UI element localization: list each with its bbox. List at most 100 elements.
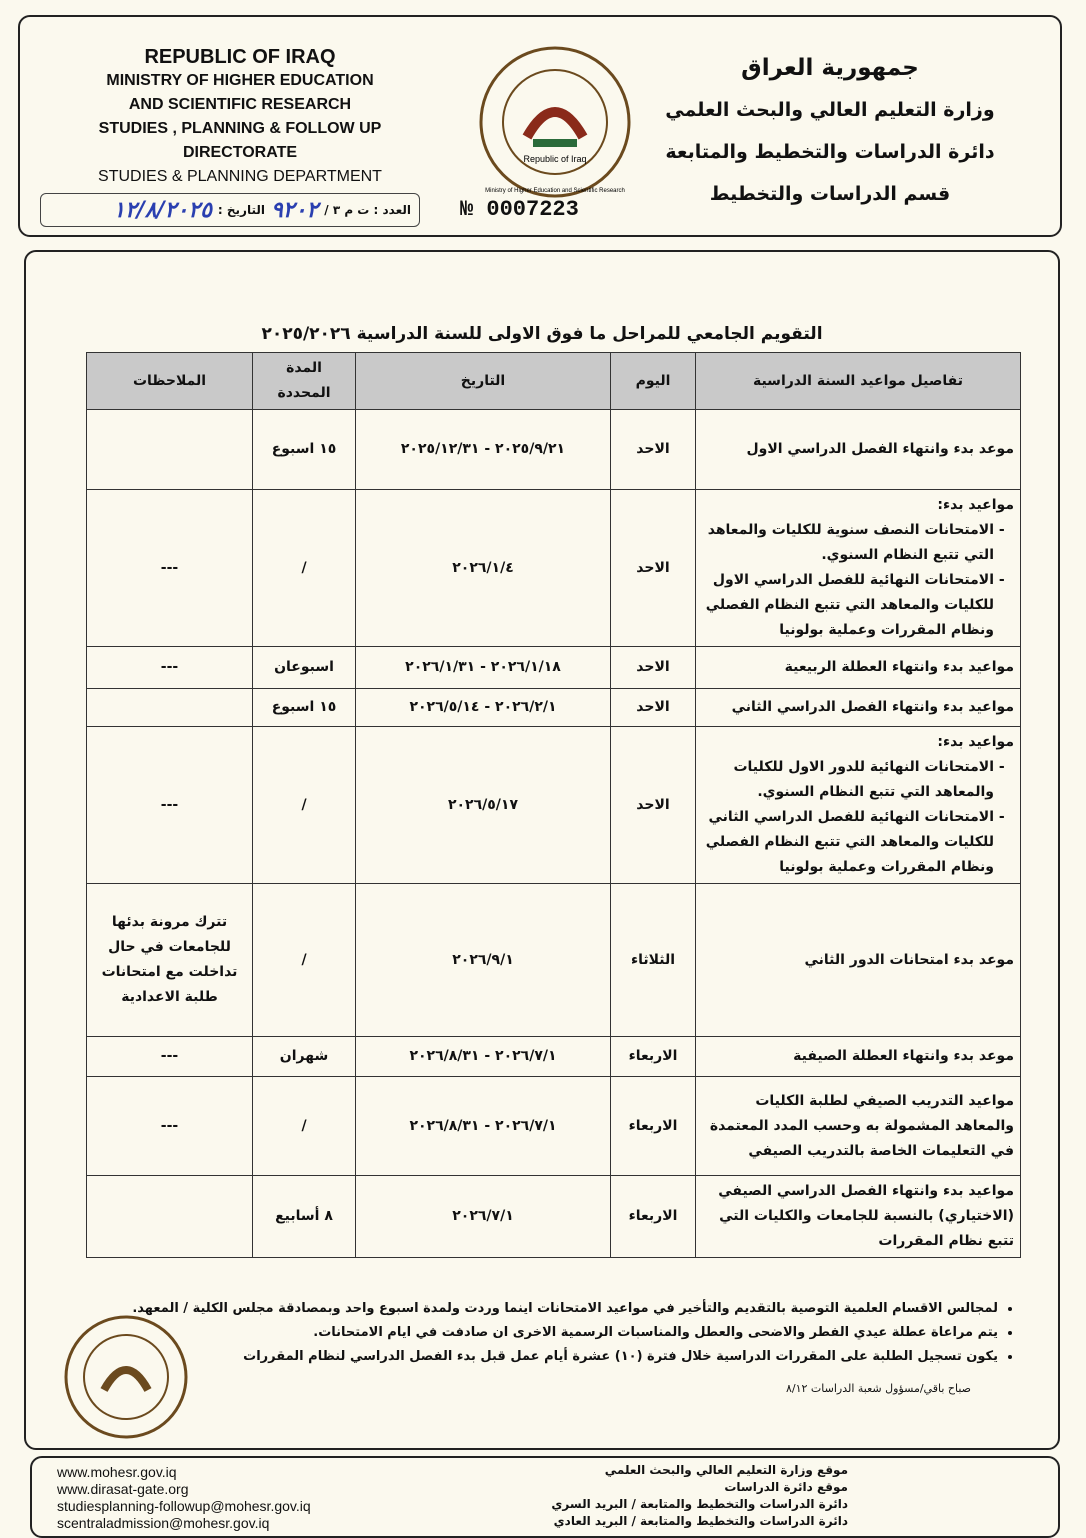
details-list: الامتحانات النهائية للدور الاول للكليات … xyxy=(702,755,1014,880)
content: التقويم الجامعي للمراحل ما فوق الاولى لل… xyxy=(24,250,1060,1450)
column-header: تفاصيل مواعيد السنة الدراسية xyxy=(695,352,1021,410)
date-cell: ٢٠٢٦/٢/١ - ٢٠٢٦/٥/١٤ xyxy=(355,688,611,727)
table-title: التقويم الجامعي للمراحل ما فوق الاولى لل… xyxy=(261,324,823,344)
table-row: مواعيد بدء وانتهاء الفصل الدراسي الثاني ا… xyxy=(86,688,1021,727)
date-cell: ٢٠٢٦/١/١٨ - ٢٠٢٦/١/٣١ xyxy=(355,646,611,689)
details-cell: موعد بدء وانتهاء العطلة الصيفية xyxy=(695,1036,1021,1077)
arabic-heading: جمهورية العراق وزارة التعليم العالي والب… xyxy=(620,47,1040,215)
day-cell: الاربعاء xyxy=(610,1076,696,1176)
date-cell: ٢٠٢٦/١/٤ xyxy=(355,489,611,647)
date: ١٢/٨/٢٠٢٥ xyxy=(113,197,212,223)
details-cell: مواعيد التدريب الصيفي لطلبة الكليات والم… xyxy=(695,1076,1021,1176)
table-row: موعد بدء وانتهاء الفصل الدراسي الاول الاح… xyxy=(86,409,1021,490)
day-cell: الاحد xyxy=(610,688,696,727)
footer-link: www.dirasat-gate.org xyxy=(57,1481,189,1497)
details-item: الامتحانات النهائية للدور الاول للكليات … xyxy=(702,755,994,805)
heading-line: STUDIES , PLANNING & FOLLOW UP DIRECTORA… xyxy=(98,120,382,161)
date-label: التاريخ : xyxy=(217,203,265,217)
number-label: العدد : ت م ٣ / xyxy=(324,203,411,217)
logo-text: Republic of Iraq xyxy=(523,154,586,164)
column-header: الملاحظات xyxy=(86,352,253,410)
footer-labels: موقع وزارة التعليم العالي والبحث العلمي م… xyxy=(551,1462,848,1530)
english-heading: REPUBLIC OF IRAQ MINISTRY OF HIGHER EDUC… xyxy=(40,45,440,189)
details-intro: مواعيد بدء: xyxy=(937,497,1014,513)
column-header: المدة المحددة xyxy=(252,352,356,410)
details-item: الامتحانات النصف سنوية للكليات والمعاهد … xyxy=(702,518,994,568)
notes-cell: --- xyxy=(86,489,253,647)
footer-label: موقع وزارة التعليم العالي والبحث العلمي xyxy=(604,1463,848,1477)
letterhead: REPUBLIC OF IRAQ MINISTRY OF HIGHER EDUC… xyxy=(18,15,1062,237)
footer-label: دائرة الدراسات والتخطيط والمتابعة / البر… xyxy=(551,1497,848,1511)
heading-line: REPUBLIC OF IRAQ xyxy=(144,46,336,68)
table-row: مواعيد بدء: الامتحانات النصف سنوية للكليا… xyxy=(86,489,1021,647)
duration-cell: / xyxy=(252,489,356,647)
heading-line: STUDIES & PLANNING DEPARTMENT xyxy=(98,168,382,185)
footer-link: www.mohesr.gov.iq xyxy=(57,1464,177,1480)
duration-cell: ١٥ اسبوع xyxy=(252,688,356,727)
heading-line: جمهورية العراق xyxy=(741,55,919,81)
notes-cell: --- xyxy=(86,1036,253,1077)
details-cell: موعد بدء وانتهاء الفصل الدراسي الاول xyxy=(695,409,1021,490)
logo-ring-text: Ministry of Higher Education and Scienti… xyxy=(485,188,625,194)
calendar-table: تفاصيل مواعيد السنة الدراسية اليوم التاريخ… xyxy=(86,352,1021,1258)
heading-line: وزارة التعليم العالي والبحث العلمي xyxy=(665,99,995,121)
details-cell: مواعيد بدء وانتهاء الفصل الدراسي الصيفي … xyxy=(695,1175,1021,1258)
date-cell: ٢٠٢٦/٥/١٧ xyxy=(355,726,611,884)
date-cell: ٢٠٢٦/٧/١ - ٢٠٢٦/٨/٣١ xyxy=(355,1036,611,1077)
duration-cell: اسبوعان xyxy=(252,646,356,689)
table-row: مواعيد بدء وانتهاء العطلة الربيعية الاحد ٢… xyxy=(86,646,1021,689)
day-cell: الاربعاء xyxy=(610,1036,696,1077)
details-cell: مواعيد بدء: الامتحانات النهائية للدور الا… xyxy=(695,726,1021,884)
footer-links: www.mohesr.gov.iq www.dirasat-gate.org stu… xyxy=(57,1464,311,1532)
notes-cell: --- xyxy=(86,726,253,884)
details-list: الامتحانات النصف سنوية للكليات والمعاهد … xyxy=(702,518,1014,643)
notes-cell xyxy=(86,1175,253,1258)
day-cell: الاربعاء xyxy=(610,1175,696,1258)
details-item: الامتحانات النهائية للفصل الدراسي الاول … xyxy=(702,568,994,643)
table-row: مواعيد التدريب الصيفي لطلبة الكليات والم… xyxy=(86,1076,1021,1176)
reference: العدد : ت م ٣ / ٩٢٠٢ التاريخ : ١٢/٨/٢٠٢٥ xyxy=(40,193,420,227)
table-row: مواعيد بدء وانتهاء الفصل الدراسي الصيفي … xyxy=(86,1175,1021,1258)
details-item: الامتحانات النهائية للفصل الدراسي الثاني… xyxy=(702,805,994,880)
serial-number: № 0007223 xyxy=(460,197,579,222)
stamp xyxy=(64,1315,188,1439)
date-cell: ٢٠٢٦/٧/١ - ٢٠٢٦/٨/٣١ xyxy=(355,1076,611,1176)
details-cell: مواعيد بدء وانتهاء العطلة الربيعية xyxy=(695,646,1021,689)
header-row: تفاصيل مواعيد السنة الدراسية اليوم التاريخ… xyxy=(86,352,1021,410)
duration-cell: / xyxy=(252,726,356,884)
footer-link: studiesplanning-followup@mohesr.gov.iq xyxy=(57,1498,311,1514)
date-cell: ٢٠٢٥/٩/٢١ - ٢٠٢٥/١٢/٣١ xyxy=(355,409,611,490)
footer-link: scentraladmission@mohesr.gov.iq xyxy=(57,1515,270,1531)
note: لمجالس الاقسام العلمية التوصية بالتقديم … xyxy=(38,1297,998,1321)
heading-line: دائرة الدراسات والتخطيط والمتابعة xyxy=(665,141,995,163)
table-row: موعد بدء وانتهاء العطلة الصيفية الاربعاء ٢… xyxy=(86,1036,1021,1077)
signature: صباح باقي/مسؤول شعبة الدراسات ٨/١٢ xyxy=(786,1382,971,1395)
footer-label: موقع دائرة الدراسات xyxy=(724,1480,848,1494)
details-cell: مواعيد بدء: الامتحانات النصف سنوية للكليا… xyxy=(695,489,1021,647)
footer-label: دائرة الدراسات والتخطيط والمتابعة / البر… xyxy=(553,1514,848,1528)
day-cell: الاحد xyxy=(610,489,696,647)
table-row: مواعيد بدء: الامتحانات النهائية للدور الا… xyxy=(86,726,1021,884)
logo: Republic of Iraq Ministry of Higher Educ… xyxy=(479,46,631,198)
duration-cell: / xyxy=(252,883,356,1037)
notes-cell: --- xyxy=(86,646,253,689)
day-cell: الاحد xyxy=(610,409,696,490)
details-cell: مواعيد بدء وانتهاء الفصل الدراسي الثاني xyxy=(695,688,1021,727)
footer: www.mohesr.gov.iq www.dirasat-gate.org stu… xyxy=(30,1456,1060,1538)
details-cell: موعد بدء امتحانات الدور الثاني xyxy=(695,883,1021,1037)
table-body: موعد بدء وانتهاء الفصل الدراسي الاول الاح… xyxy=(86,409,1021,1258)
notes: لمجالس الاقسام العلمية التوصية بالتقديم … xyxy=(38,1297,1018,1369)
column-header: التاريخ xyxy=(355,352,611,410)
duration-cell: / xyxy=(252,1076,356,1176)
heading-line: MINISTRY OF HIGHER EDUCATION xyxy=(106,72,374,89)
duration-cell: ١٥ اسبوع xyxy=(252,409,356,490)
note: يكون تسجيل الطلبة على المقررات الدراسية … xyxy=(38,1345,998,1369)
notes-cell: تترك مرونة بدئها للجامعات في حال تداخلت … xyxy=(86,883,253,1037)
day-cell: الاحد xyxy=(610,726,696,884)
notes-cell: --- xyxy=(86,1076,253,1176)
date-cell: ٢٠٢٦/٧/١ xyxy=(355,1175,611,1258)
notes-cell xyxy=(86,688,253,727)
number: ٩٢٠٢ xyxy=(270,197,319,223)
heading-line: قسم الدراسات والتخطيط xyxy=(709,183,951,205)
